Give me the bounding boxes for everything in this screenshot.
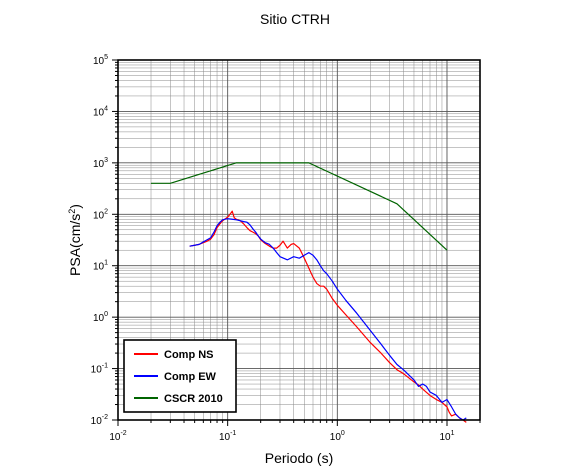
series-line-comp-ew [189, 218, 467, 421]
plot-frame [117, 59, 481, 421]
y-axis-label-superscript: 2 [67, 209, 77, 214]
y-tick-label: 10-2 [91, 414, 108, 427]
y-tick-label-exponent: 4 [104, 105, 108, 112]
y-tick-label: 100 [93, 311, 108, 324]
x-tick-label-exponent: -2 [120, 430, 126, 437]
x-tick-label: 100 [330, 430, 345, 443]
y-tick-label-exponent: 1 [104, 260, 108, 267]
y-tick-label-exponent: 2 [104, 208, 108, 215]
x-axis-label: Periodo (s) [265, 450, 333, 466]
x-tick-label-base: 10 [330, 432, 342, 443]
x-tick-label: 10-1 [219, 430, 236, 443]
y-tick-label-exponent: -2 [102, 414, 108, 421]
legend-label-cscr-2010: CSCR 2010 [164, 393, 223, 405]
x-tick-label-exponent: 0 [341, 430, 345, 437]
y-tick-label: 105 [93, 54, 108, 67]
y-tick-label-base: 10 [93, 262, 105, 273]
x-tick-label-base: 10 [219, 432, 231, 443]
y-tick-label-base: 10 [93, 210, 105, 221]
x-tick-label-base: 10 [439, 432, 451, 443]
chart-title: Sitio CTRH [260, 11, 330, 27]
y-tick-label-exponent: 5 [104, 54, 108, 61]
series-line-cscr-2010 [151, 162, 448, 251]
y-tick-label: 104 [93, 105, 108, 118]
y-tick-label: 101 [93, 260, 108, 273]
y-tick-label: 103 [93, 157, 108, 170]
legend-label-comp-ew: Comp EW [164, 371, 217, 383]
y-tick-label-exponent: 3 [104, 157, 108, 164]
x-tick-labels: 10-2 10-1 100 101 [109, 430, 454, 443]
legend-label-comp-ns: Comp NS [164, 349, 214, 361]
y-tick-label: 102 [93, 208, 108, 221]
y-axis-label-close: ) [67, 204, 83, 209]
y-tick-label-base: 10 [91, 416, 103, 427]
y-tick-label: 10-1 [91, 363, 108, 376]
series-layer [151, 162, 467, 423]
y-tick-label-base: 10 [93, 56, 105, 67]
y-tick-label-base: 10 [91, 365, 103, 376]
y-tick-label-base: 10 [93, 107, 105, 118]
y-tick-label-exponent: 0 [104, 311, 108, 318]
minor-grid [118, 60, 481, 420]
x-tick-label: 101 [439, 430, 454, 443]
y-tick-label-exponent: -1 [102, 363, 108, 370]
y-axis-label: PSA(cm/s2) [67, 204, 83, 276]
series-line-comp-ns [189, 210, 467, 423]
x-tick-label-exponent: 1 [451, 430, 455, 437]
y-axis-label-main: PSA(cm/s [67, 214, 83, 276]
y-tick-label-base: 10 [93, 159, 105, 170]
y-tick-label-base: 10 [93, 313, 105, 324]
x-tick-label-base: 10 [109, 432, 121, 443]
x-tick-label-exponent: -1 [230, 430, 236, 437]
x-tick-label: 10-2 [109, 430, 126, 443]
legend: Comp NS Comp EW CSCR 2010 [123, 339, 237, 413]
